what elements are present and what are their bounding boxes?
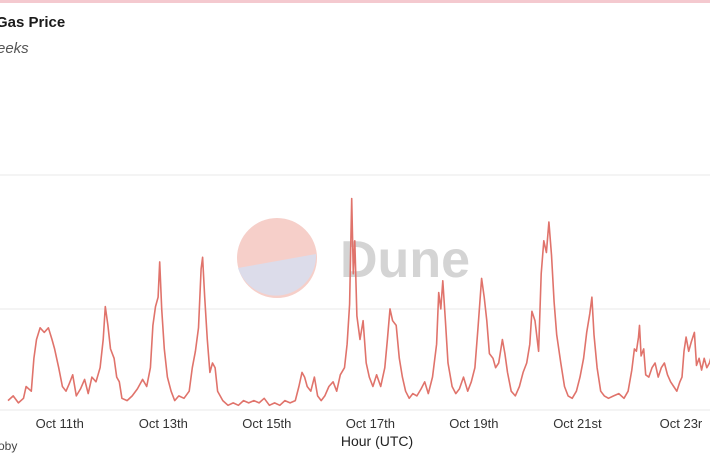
series-group xyxy=(7,197,710,407)
x-tick-label: Oct 21st xyxy=(553,416,602,431)
x-tick-label: Oct 23r xyxy=(660,416,703,431)
watermark-text: Dune xyxy=(340,231,470,289)
gridlines xyxy=(0,174,710,411)
series-line xyxy=(7,197,710,407)
watermark-logo-bottom xyxy=(238,254,317,296)
watermark: Dune xyxy=(237,218,470,298)
chart-title: Gas Price xyxy=(0,14,66,31)
x-axis-label: Hour (UTC) xyxy=(341,433,413,449)
footer-text: oby xyxy=(0,439,18,453)
x-tick-label: Oct 11th xyxy=(36,416,84,431)
top-border xyxy=(0,0,710,3)
chart-subtitle: eeks xyxy=(0,40,29,57)
x-tick-labels: Oct 11th Oct 13th Oct 15th Oct 17th Oct 19th… xyxy=(36,416,703,431)
x-tick-label: Oct 17th xyxy=(346,416,395,431)
x-tick-label: Oct 15th xyxy=(242,416,291,431)
x-tick-label: Oct 19th xyxy=(449,416,498,431)
x-tick-label: Oct 13th xyxy=(139,416,188,431)
